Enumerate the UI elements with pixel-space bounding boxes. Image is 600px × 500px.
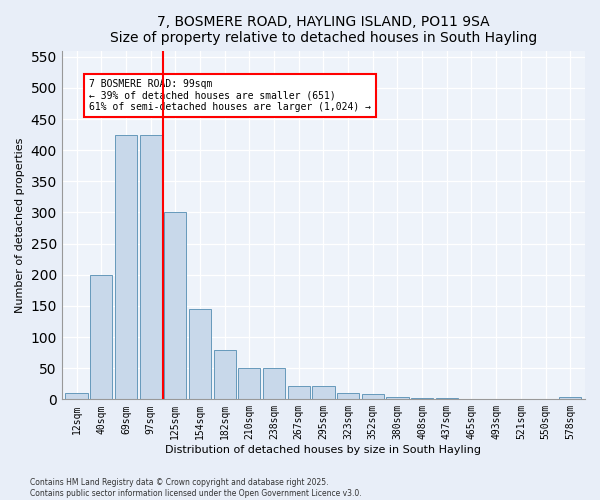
Bar [386, 397, 409, 400]
Bar [362, 394, 384, 400]
Bar [189, 309, 211, 400]
Bar [164, 212, 187, 400]
Bar [214, 350, 236, 400]
Bar [559, 398, 581, 400]
X-axis label: Distribution of detached houses by size in South Hayling: Distribution of detached houses by size … [166, 445, 481, 455]
Bar [65, 393, 88, 400]
Bar [411, 398, 433, 400]
Bar [238, 368, 260, 400]
Bar [140, 134, 162, 400]
Y-axis label: Number of detached properties: Number of detached properties [15, 137, 25, 312]
Bar [460, 398, 482, 400]
Bar [312, 386, 335, 400]
Text: 7 BOSMERE ROAD: 99sqm
← 39% of detached houses are smaller (651)
61% of semi-det: 7 BOSMERE ROAD: 99sqm ← 39% of detached … [89, 78, 371, 112]
Bar [436, 398, 458, 400]
Bar [90, 275, 112, 400]
Bar [263, 368, 285, 400]
Bar [115, 134, 137, 400]
Text: Contains HM Land Registry data © Crown copyright and database right 2025.
Contai: Contains HM Land Registry data © Crown c… [30, 478, 362, 498]
Title: 7, BOSMERE ROAD, HAYLING ISLAND, PO11 9SA
Size of property relative to detached : 7, BOSMERE ROAD, HAYLING ISLAND, PO11 9S… [110, 15, 537, 45]
Bar [287, 386, 310, 400]
Bar [485, 398, 507, 400]
Bar [337, 393, 359, 400]
